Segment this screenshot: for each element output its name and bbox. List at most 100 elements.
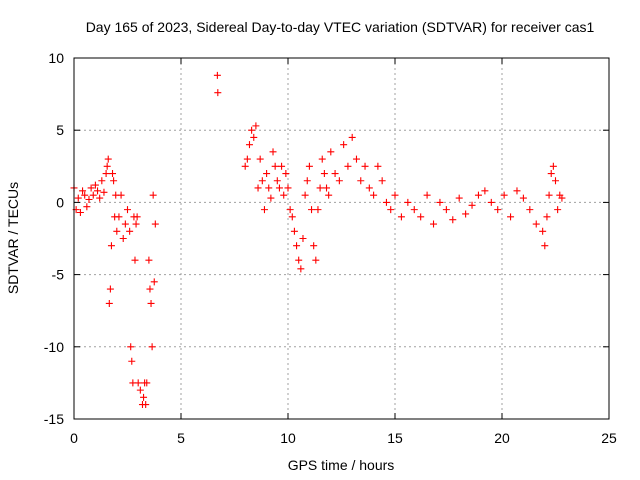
data-point — [267, 194, 275, 202]
data-point — [340, 141, 348, 149]
data-point — [258, 177, 266, 185]
data-point — [278, 162, 286, 170]
data-point — [532, 220, 540, 228]
data-point — [417, 213, 425, 221]
data-point — [323, 184, 331, 192]
data-point — [76, 209, 84, 217]
data-point — [102, 170, 110, 178]
data-point — [131, 256, 139, 264]
data-point — [352, 155, 360, 163]
data-point — [79, 187, 87, 195]
data-point — [327, 148, 335, 156]
data-point — [397, 213, 405, 221]
data-point — [284, 184, 292, 192]
chart-title: Day 165 of 2023, Sidereal Day-to-day VTE… — [86, 19, 595, 35]
data-point — [293, 242, 301, 250]
data-point — [370, 191, 378, 199]
data-point — [519, 194, 527, 202]
data-point — [391, 191, 399, 199]
data-point — [256, 155, 264, 163]
data-point — [423, 191, 431, 199]
data-point — [147, 299, 155, 307]
data-point — [500, 191, 508, 199]
y-axis-label: SDTVAR / TECUs — [5, 182, 21, 294]
data-point — [286, 206, 294, 214]
data-point — [126, 227, 134, 235]
data-point — [481, 187, 489, 195]
x-axis-label: GPS time / hours — [288, 457, 395, 473]
data-point — [382, 198, 390, 206]
data-point — [271, 162, 279, 170]
data-point — [547, 170, 555, 178]
data-point — [265, 184, 273, 192]
data-point — [146, 285, 154, 293]
data-point — [128, 357, 136, 365]
data-point — [558, 194, 566, 202]
data-point — [87, 184, 95, 192]
data-point — [316, 184, 324, 192]
data-point — [250, 133, 258, 141]
data-point — [344, 162, 352, 170]
data-point — [254, 184, 262, 192]
data-point — [299, 235, 307, 242]
data-point — [252, 122, 260, 130]
data-point — [127, 343, 135, 351]
data-point — [145, 256, 153, 264]
x-tick-label: 20 — [494, 430, 510, 446]
data-point — [105, 299, 113, 307]
plot-frame — [73, 57, 610, 420]
data-point — [124, 206, 131, 214]
data-point — [487, 198, 495, 206]
data-point — [241, 162, 249, 170]
data-point — [151, 220, 159, 228]
data-point — [107, 242, 115, 250]
data-point — [119, 235, 127, 242]
data-point — [357, 177, 365, 185]
y-tick-label: -5 — [52, 267, 65, 283]
y-tick-label: -10 — [44, 339, 64, 355]
data-point — [132, 220, 140, 228]
data-point — [449, 216, 457, 224]
data-point — [100, 188, 108, 196]
data-point — [149, 191, 157, 199]
data-point — [243, 155, 251, 163]
data-point — [541, 242, 549, 250]
data-point — [404, 198, 412, 206]
data-point — [113, 227, 121, 235]
data-point — [545, 191, 553, 199]
y-tick-label: -15 — [44, 411, 64, 427]
data-point — [143, 379, 151, 387]
data-point — [374, 162, 382, 170]
data-point — [312, 256, 320, 264]
data-point — [269, 148, 277, 156]
data-point — [297, 265, 305, 273]
x-tick-label: 10 — [280, 430, 296, 446]
x-tick-label: 25 — [601, 430, 617, 446]
data-point — [263, 170, 271, 178]
data-point — [305, 162, 313, 170]
data-point — [335, 177, 343, 185]
data-point — [98, 177, 106, 185]
data-point — [260, 206, 268, 214]
data-point — [85, 196, 93, 204]
data-point — [74, 194, 82, 202]
x-tick-label: 5 — [177, 430, 185, 446]
data-point — [117, 191, 125, 199]
data-point — [91, 181, 99, 189]
data-point — [214, 89, 222, 97]
data-point — [295, 256, 303, 264]
data-point — [106, 285, 114, 293]
data-point — [301, 191, 309, 199]
data-point — [549, 162, 557, 170]
data-point — [245, 141, 253, 149]
x-tick-label: 0 — [70, 430, 78, 446]
data-point — [365, 184, 373, 192]
data-point — [442, 206, 450, 214]
data-point — [310, 242, 318, 250]
grid-lines — [74, 58, 609, 419]
data-point — [115, 213, 123, 221]
data-point — [361, 162, 369, 170]
data-point — [150, 278, 158, 286]
data-point — [282, 170, 290, 178]
